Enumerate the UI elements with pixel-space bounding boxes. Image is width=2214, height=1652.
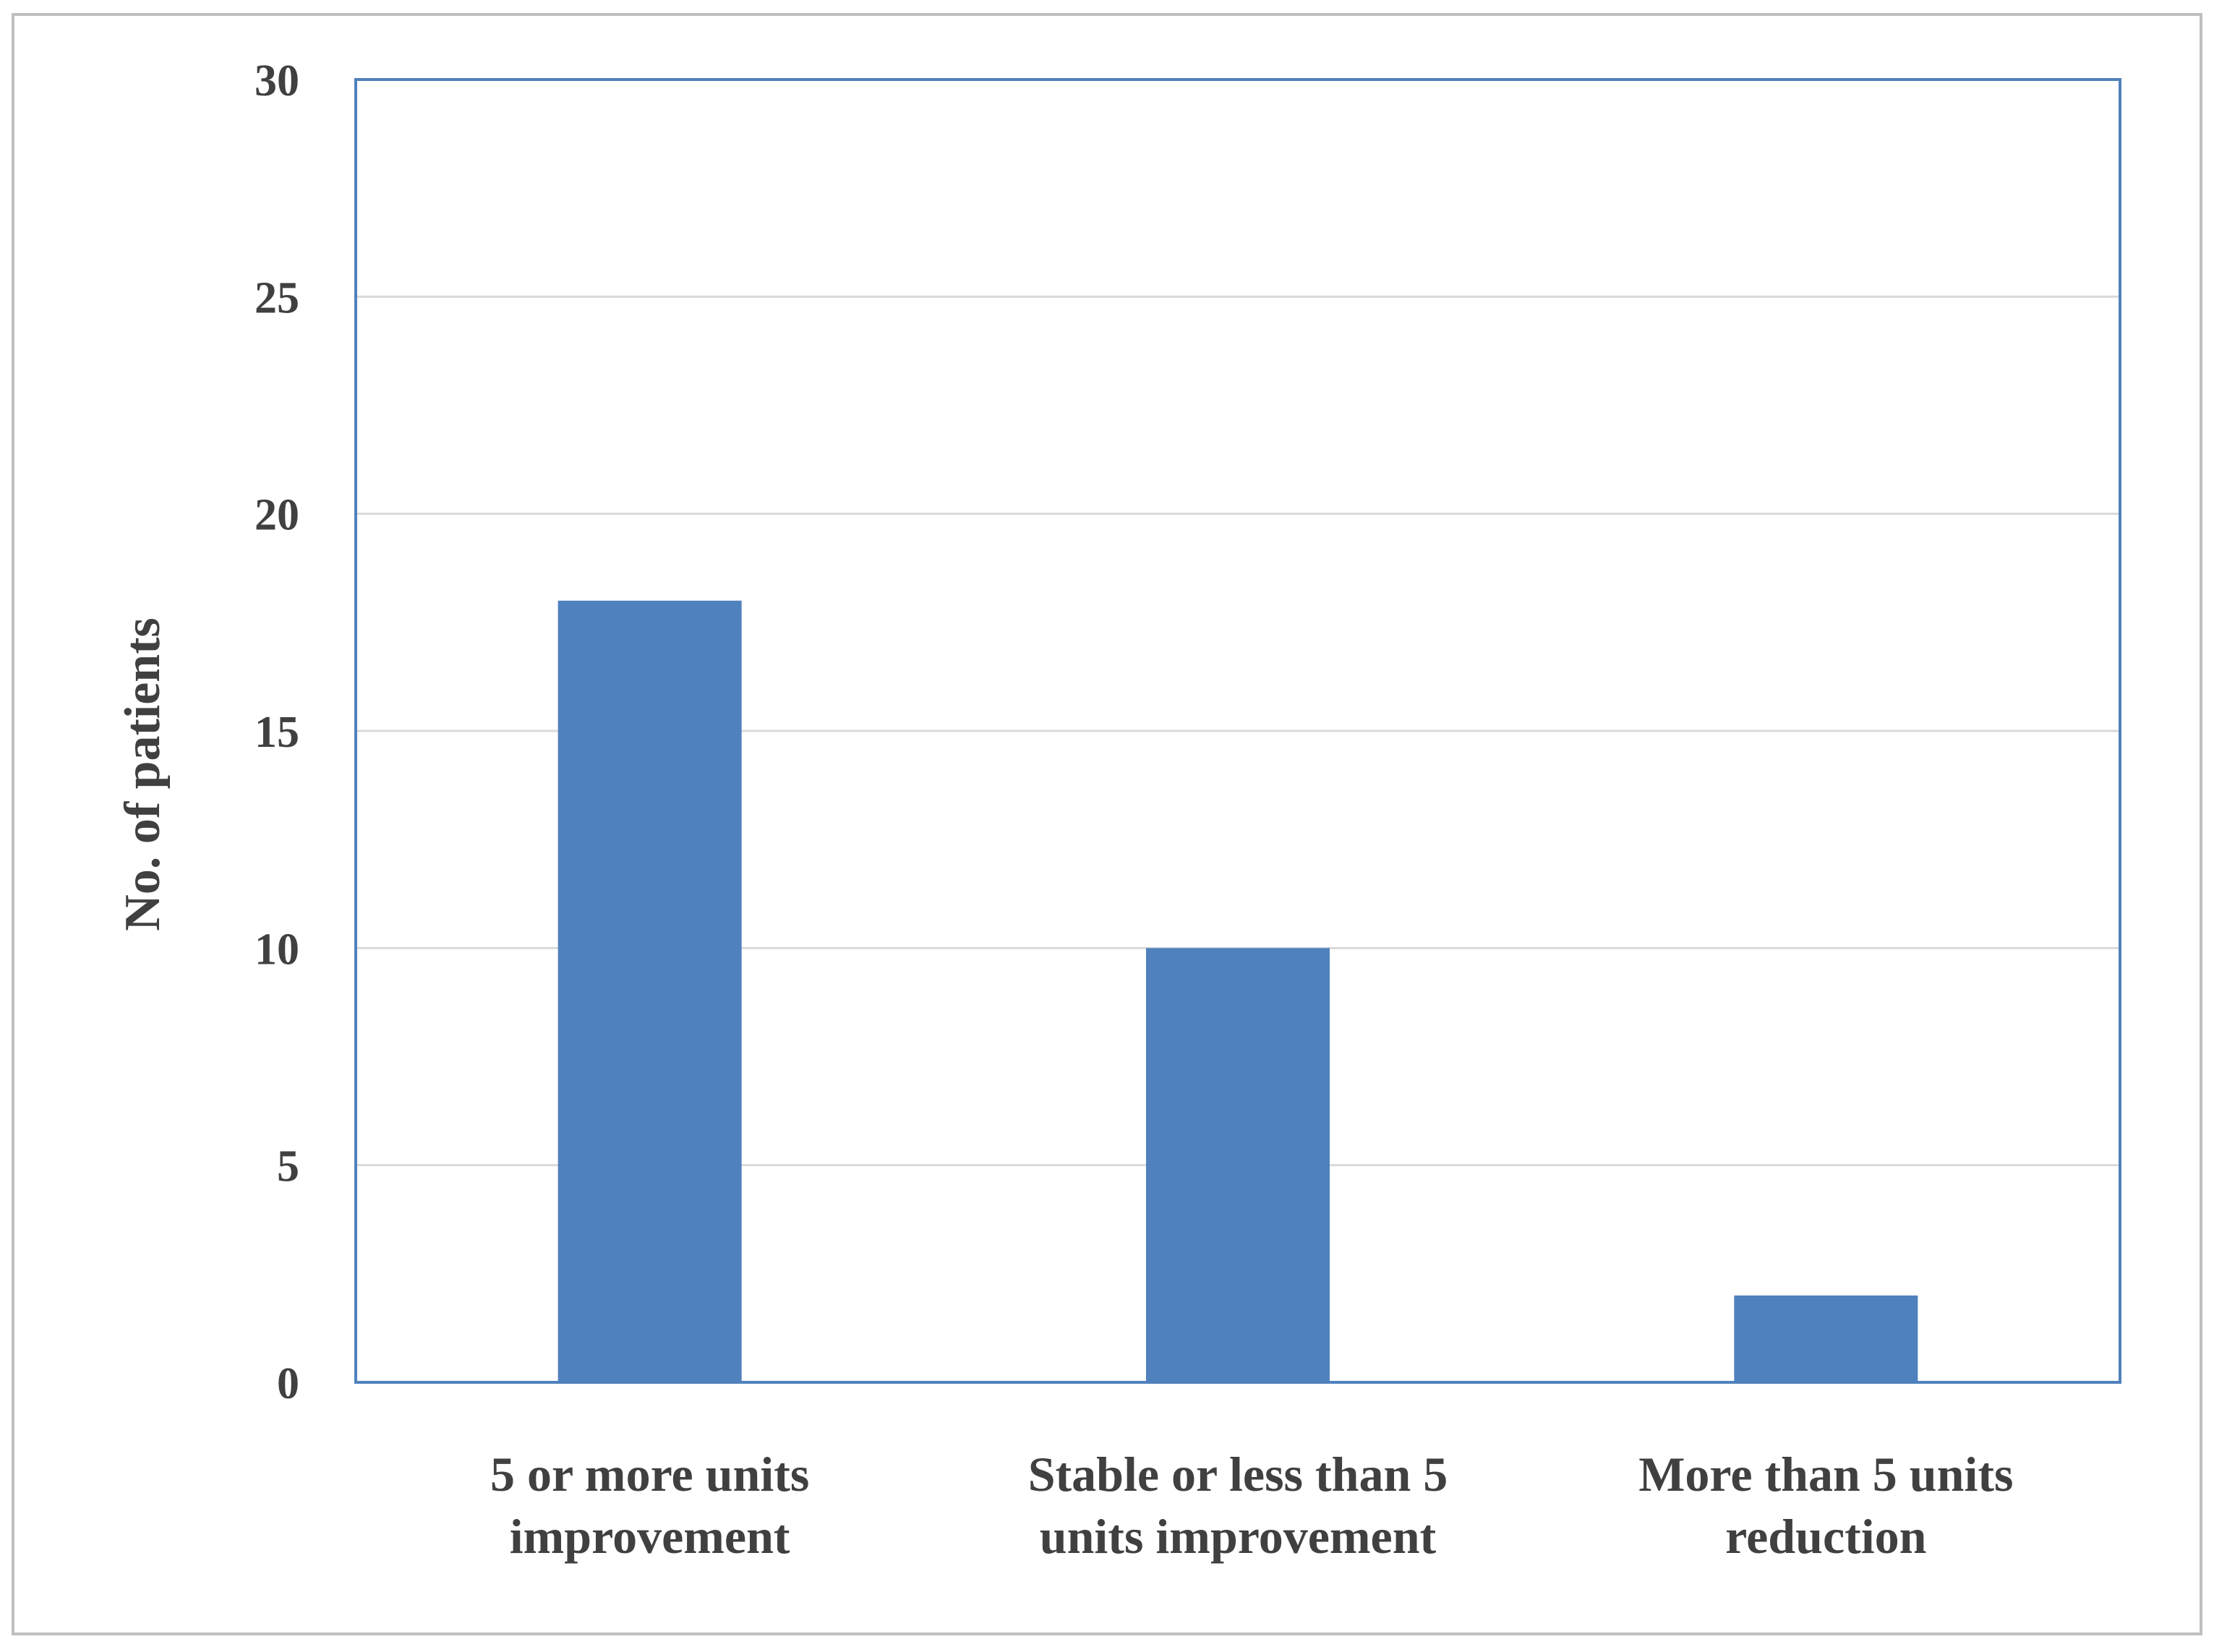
x-category-label-line: units improvement <box>1040 1509 1437 1564</box>
x-category-label-line: 5 or more units <box>490 1447 809 1502</box>
y-tick-label: 15 <box>255 708 299 757</box>
y-tick-label: 30 <box>255 56 299 106</box>
y-tick-label: 20 <box>255 491 299 540</box>
x-axis-category-labels: 5 or more units improvement Stable or less… <box>490 1447 2013 1564</box>
x-category-label-line: reduction <box>1725 1509 1926 1564</box>
x-category-label: More than 5 units reduction <box>1638 1447 2013 1564</box>
y-tick-label: 5 <box>277 1142 299 1191</box>
y-axis-tick-labels: 0 5 10 15 20 25 30 <box>255 56 299 1408</box>
x-category-label: Stable or less than 5 units improvement <box>1028 1447 1448 1564</box>
x-category-label-line: improvement <box>510 1509 790 1564</box>
x-category-label-line: More than 5 units <box>1638 1447 2013 1502</box>
x-category-label: 5 or more units improvement <box>490 1447 809 1564</box>
y-tick-label: 0 <box>277 1359 299 1408</box>
x-category-label-line: Stable or less than 5 <box>1028 1447 1448 1502</box>
y-tick-label: 25 <box>255 273 299 322</box>
chart-outer-border <box>12 13 2202 1635</box>
y-axis-title: No. of patients <box>115 617 171 931</box>
bar <box>1734 1295 1918 1382</box>
bar <box>1146 948 1330 1382</box>
bar <box>557 600 742 1382</box>
y-tick-label: 10 <box>255 925 299 974</box>
bars <box>557 600 1918 1382</box>
